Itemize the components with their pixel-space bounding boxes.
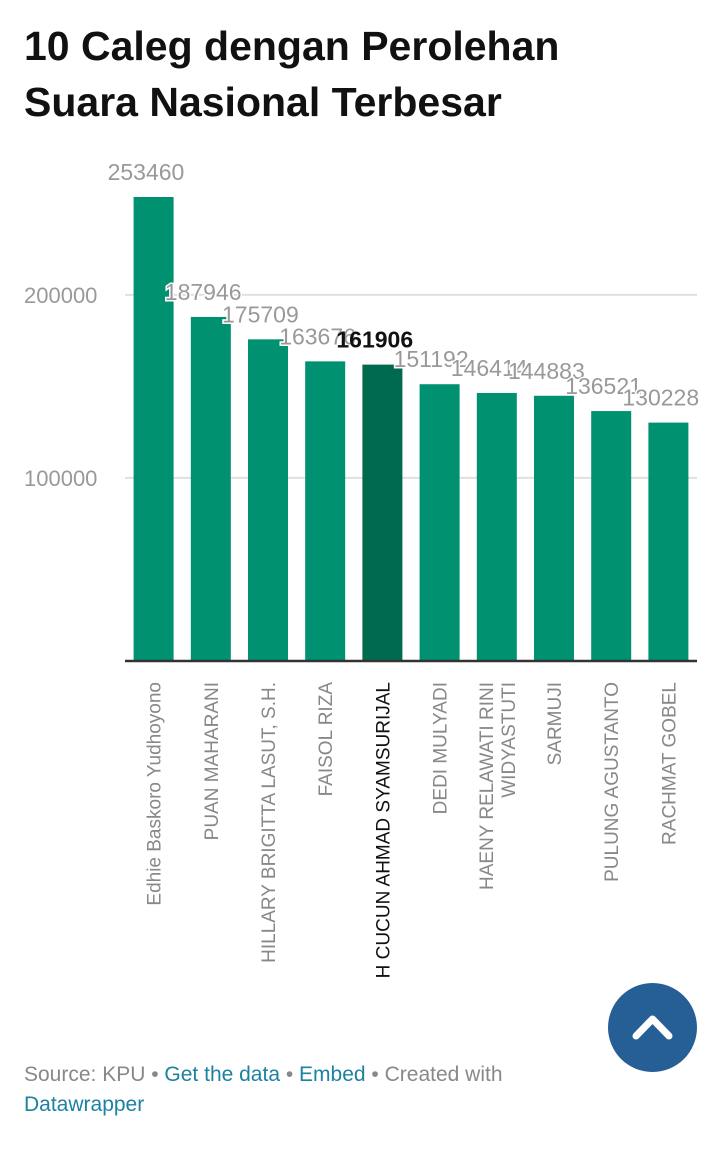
x-tick-label: HAENY RELAWATI RINI WIDYASTUTI <box>477 682 520 890</box>
bar <box>362 364 403 661</box>
bar <box>534 395 574 661</box>
x-tick-label: H CUCUN AHMAD SYAMSURIJAL <box>373 682 394 978</box>
chart-footer: Source: KPU • Get the data • Embed • Cre… <box>24 1063 503 1116</box>
value-label: 144883 <box>508 358 585 384</box>
bar <box>190 316 231 661</box>
bar <box>648 422 689 661</box>
bar <box>591 411 632 661</box>
x-tick-label: PULUNG AGUSTANTO <box>602 682 623 882</box>
value-label: 187946 <box>165 279 242 305</box>
bar <box>419 384 460 661</box>
x-tick-label-line: SARMUJI <box>545 682 566 765</box>
x-tick-label: DEDI MULYADI <box>431 682 452 814</box>
x-tick-label-line: DEDI MULYADI <box>431 682 452 814</box>
x-tick-label-line: H CUCUN AHMAD SYAMSURIJAL <box>373 682 394 978</box>
embed-link[interactable]: Embed <box>299 1063 366 1086</box>
get-the-data-link[interactable]: Get the data <box>164 1063 281 1086</box>
chart-title: 10 Caleg dengan Perolehan Suara Nasional… <box>24 23 560 125</box>
value-label: 253460 <box>108 159 185 185</box>
bar-chart: 100000 200000 253460 187946175709163676161… <box>24 158 701 979</box>
scroll-to-top-button[interactable] <box>608 983 697 1072</box>
x-tick-label: SARMUJI <box>545 682 566 765</box>
x-tick-label-line: WIDYASTUTI <box>499 682 520 798</box>
source-text: Source: KPU <box>24 1063 146 1086</box>
x-tick-label-line: HILLARY BRIGITTA LASUT, S.H. <box>259 682 280 963</box>
x-tick-label: Edhie Baskoro Yudhoyono <box>145 682 166 906</box>
y-tick-label: 200000 <box>24 283 97 308</box>
x-tick-label: FAISOL RIZA <box>316 682 337 797</box>
x-tick-label-line: Edhie Baskoro Yudhoyono <box>145 682 166 906</box>
x-tick-label-line: HAENY RELAWATI RINI <box>477 682 498 890</box>
x-tick-label: RACHMAT GOBEL <box>659 682 680 845</box>
y-tick-label: 100000 <box>24 466 97 491</box>
created-with-text: Created with <box>384 1063 503 1086</box>
x-tick-label: PUAN MAHARANI <box>202 682 223 840</box>
x-tick-label-line: PULUNG AGUSTANTO <box>602 682 623 882</box>
x-tick-label-line: PUAN MAHARANI <box>202 682 223 840</box>
x-tick-label: HILLARY BRIGITTA LASUT, S.H. <box>259 682 280 963</box>
bar <box>476 392 517 661</box>
bar <box>248 339 288 661</box>
x-tick-label-line: RACHMAT GOBEL <box>659 682 680 845</box>
value-label: 146414 <box>451 355 528 381</box>
x-tick-label-line: FAISOL RIZA <box>316 682 337 797</box>
chevron-up-icon <box>632 1015 673 1040</box>
bar <box>133 197 174 661</box>
datawrapper-link[interactable]: Datawrapper <box>24 1093 145 1116</box>
value-label: 175709 <box>222 301 299 327</box>
value-label: 163676 <box>279 323 356 349</box>
value-label: 151192 <box>394 346 469 372</box>
value-label: 136521 <box>565 373 642 399</box>
value-label: 130228 <box>622 385 699 411</box>
bar <box>305 361 346 661</box>
value-label: 161906 <box>336 327 413 353</box>
